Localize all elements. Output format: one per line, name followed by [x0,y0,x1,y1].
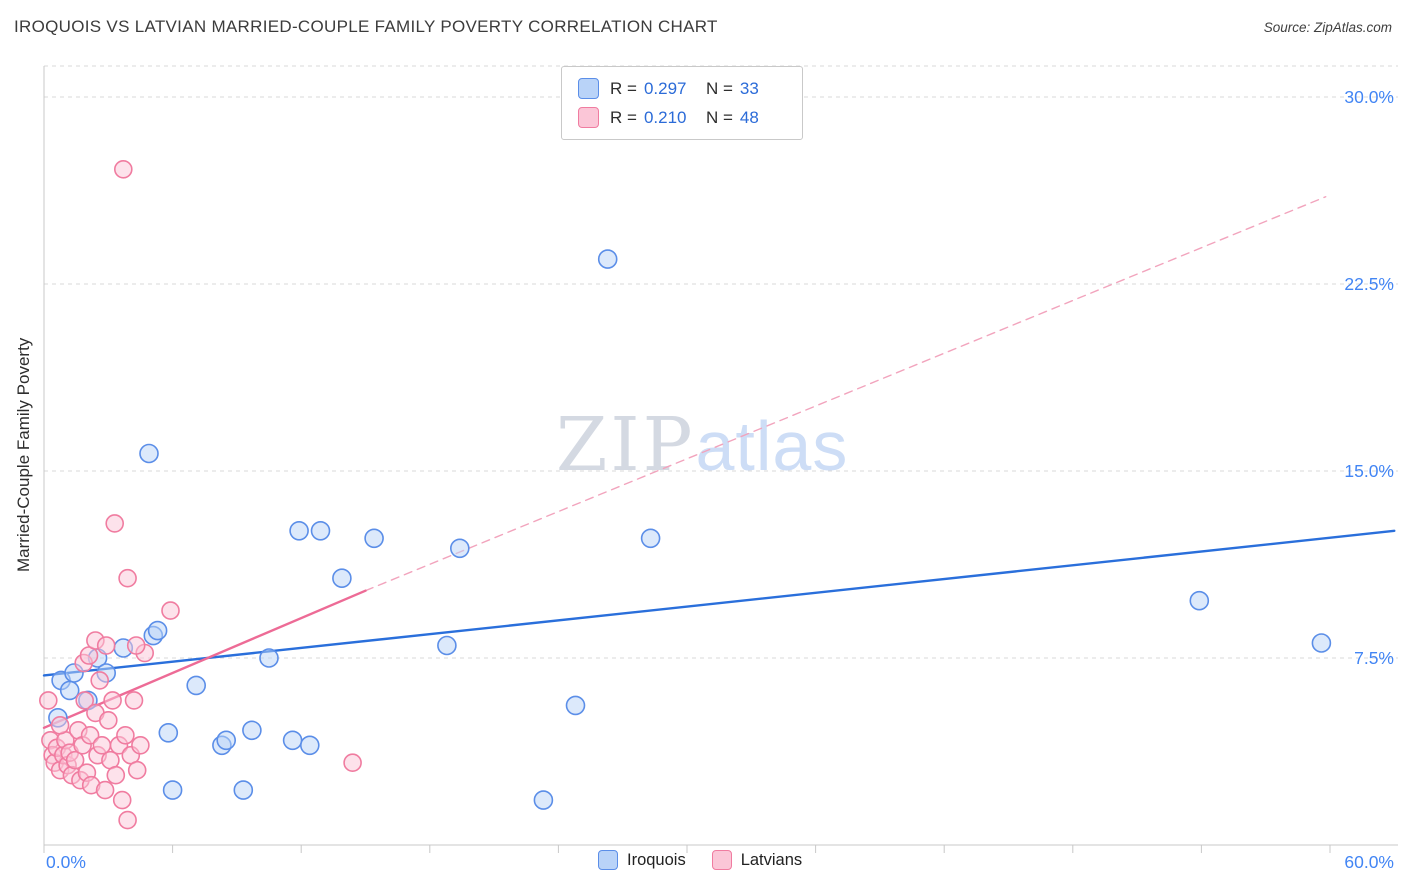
r-value-latvians: 0.210 [643,107,687,127]
r-label-latvians: R = [610,107,637,127]
point-latvians [161,601,180,620]
point-latvians [343,753,362,773]
point-latvians [126,636,146,655]
point-iroquois [364,528,384,549]
point-latvians [127,760,147,780]
point-iroquois [565,695,586,716]
series-legend: Iroquois Latvians [598,850,802,870]
r-value-iroquois: 0.297 [643,78,687,98]
y-tick-label: 15.0% [1344,461,1394,481]
point-latvians [114,160,133,179]
point-latvians [96,636,116,655]
legend-swatch-latvians [578,107,599,128]
point-latvians [99,710,118,730]
trendline-extension-latvians [364,196,1327,592]
point-iroquois [597,249,618,269]
point-latvians [118,810,137,830]
point-iroquois [186,675,206,696]
point-latvians [75,691,94,710]
point-latvians [118,568,137,588]
point-latvians [92,735,112,755]
watermark: ZIPatlas [556,402,848,488]
n-value-iroquois: 33 [739,78,759,98]
n-value-latvians: 48 [739,107,759,127]
watermark-atlas: atlas [695,407,849,485]
point-iroquois [310,520,331,541]
point-iroquois [289,520,309,541]
point-latvians [95,780,115,800]
point-iroquois [282,730,303,751]
point-latvians [131,735,150,755]
point-iroquois [158,722,179,743]
bottom-swatch-iroquois [598,850,618,870]
point-latvians [103,691,122,710]
y-tick-label: 7.5% [1354,648,1394,668]
point-iroquois [1189,590,1210,611]
legend-item-latvians: Latvians [711,850,803,870]
point-iroquois [533,790,554,810]
legend-swatch-iroquois [578,78,599,99]
point-iroquois [299,735,320,756]
r-label-iroquois: R = [610,78,637,98]
point-iroquois [162,780,183,800]
point-latvians [124,691,144,710]
point-iroquois [640,528,661,549]
n-label-iroquois: N = [705,78,733,98]
point-iroquois [437,635,457,656]
point-latvians [116,725,135,745]
point-iroquois [332,568,352,589]
legend-label-iroquois: Iroquois [627,850,686,869]
point-iroquois [147,620,168,641]
point-latvians [90,671,109,690]
point-iroquois [242,720,262,741]
legend-row-iroquois: R = 0.297 N = 33 [578,78,786,99]
header: IROQUOIS VS LATVIAN MARRIED-COUPLE FAMIL… [0,0,1406,54]
watermark-zip: ZIP [556,402,696,488]
point-iroquois [59,680,80,701]
point-iroquois [259,648,279,668]
point-iroquois [139,443,159,464]
page-title: IROQUOIS VS LATVIAN MARRIED-COUPLE FAMIL… [14,17,718,36]
source-link[interactable]: Source: ZipAtlas.com [1263,19,1392,35]
point-iroquois [1311,633,1332,653]
point-latvians [38,691,58,710]
correlation-legend: R = 0.297 N = 33 R = 0.210 N = 48 [561,66,803,140]
x-tick-label: 60.0% [1344,852,1394,872]
point-latvians [80,725,100,745]
point-latvians [105,514,124,533]
y-tick-label: 30.0% [1344,87,1394,107]
x-tick-label: 0.0% [46,852,86,872]
point-iroquois [216,730,236,751]
legend-row-latvians: R = 0.210 N = 48 [578,107,786,128]
n-label-latvians: N = [705,107,733,127]
point-latvians [50,715,70,735]
legend-label-latvians: Latvians [740,850,803,869]
point-iroquois [449,538,470,559]
point-latvians [65,750,85,770]
y-tick-label: 22.5% [1344,274,1394,294]
point-iroquois [233,780,254,800]
point-latvians [106,765,126,785]
bottom-swatch-latvians [711,850,732,870]
point-latvians [112,790,132,810]
legend-item-iroquois: Iroquois [598,850,686,870]
